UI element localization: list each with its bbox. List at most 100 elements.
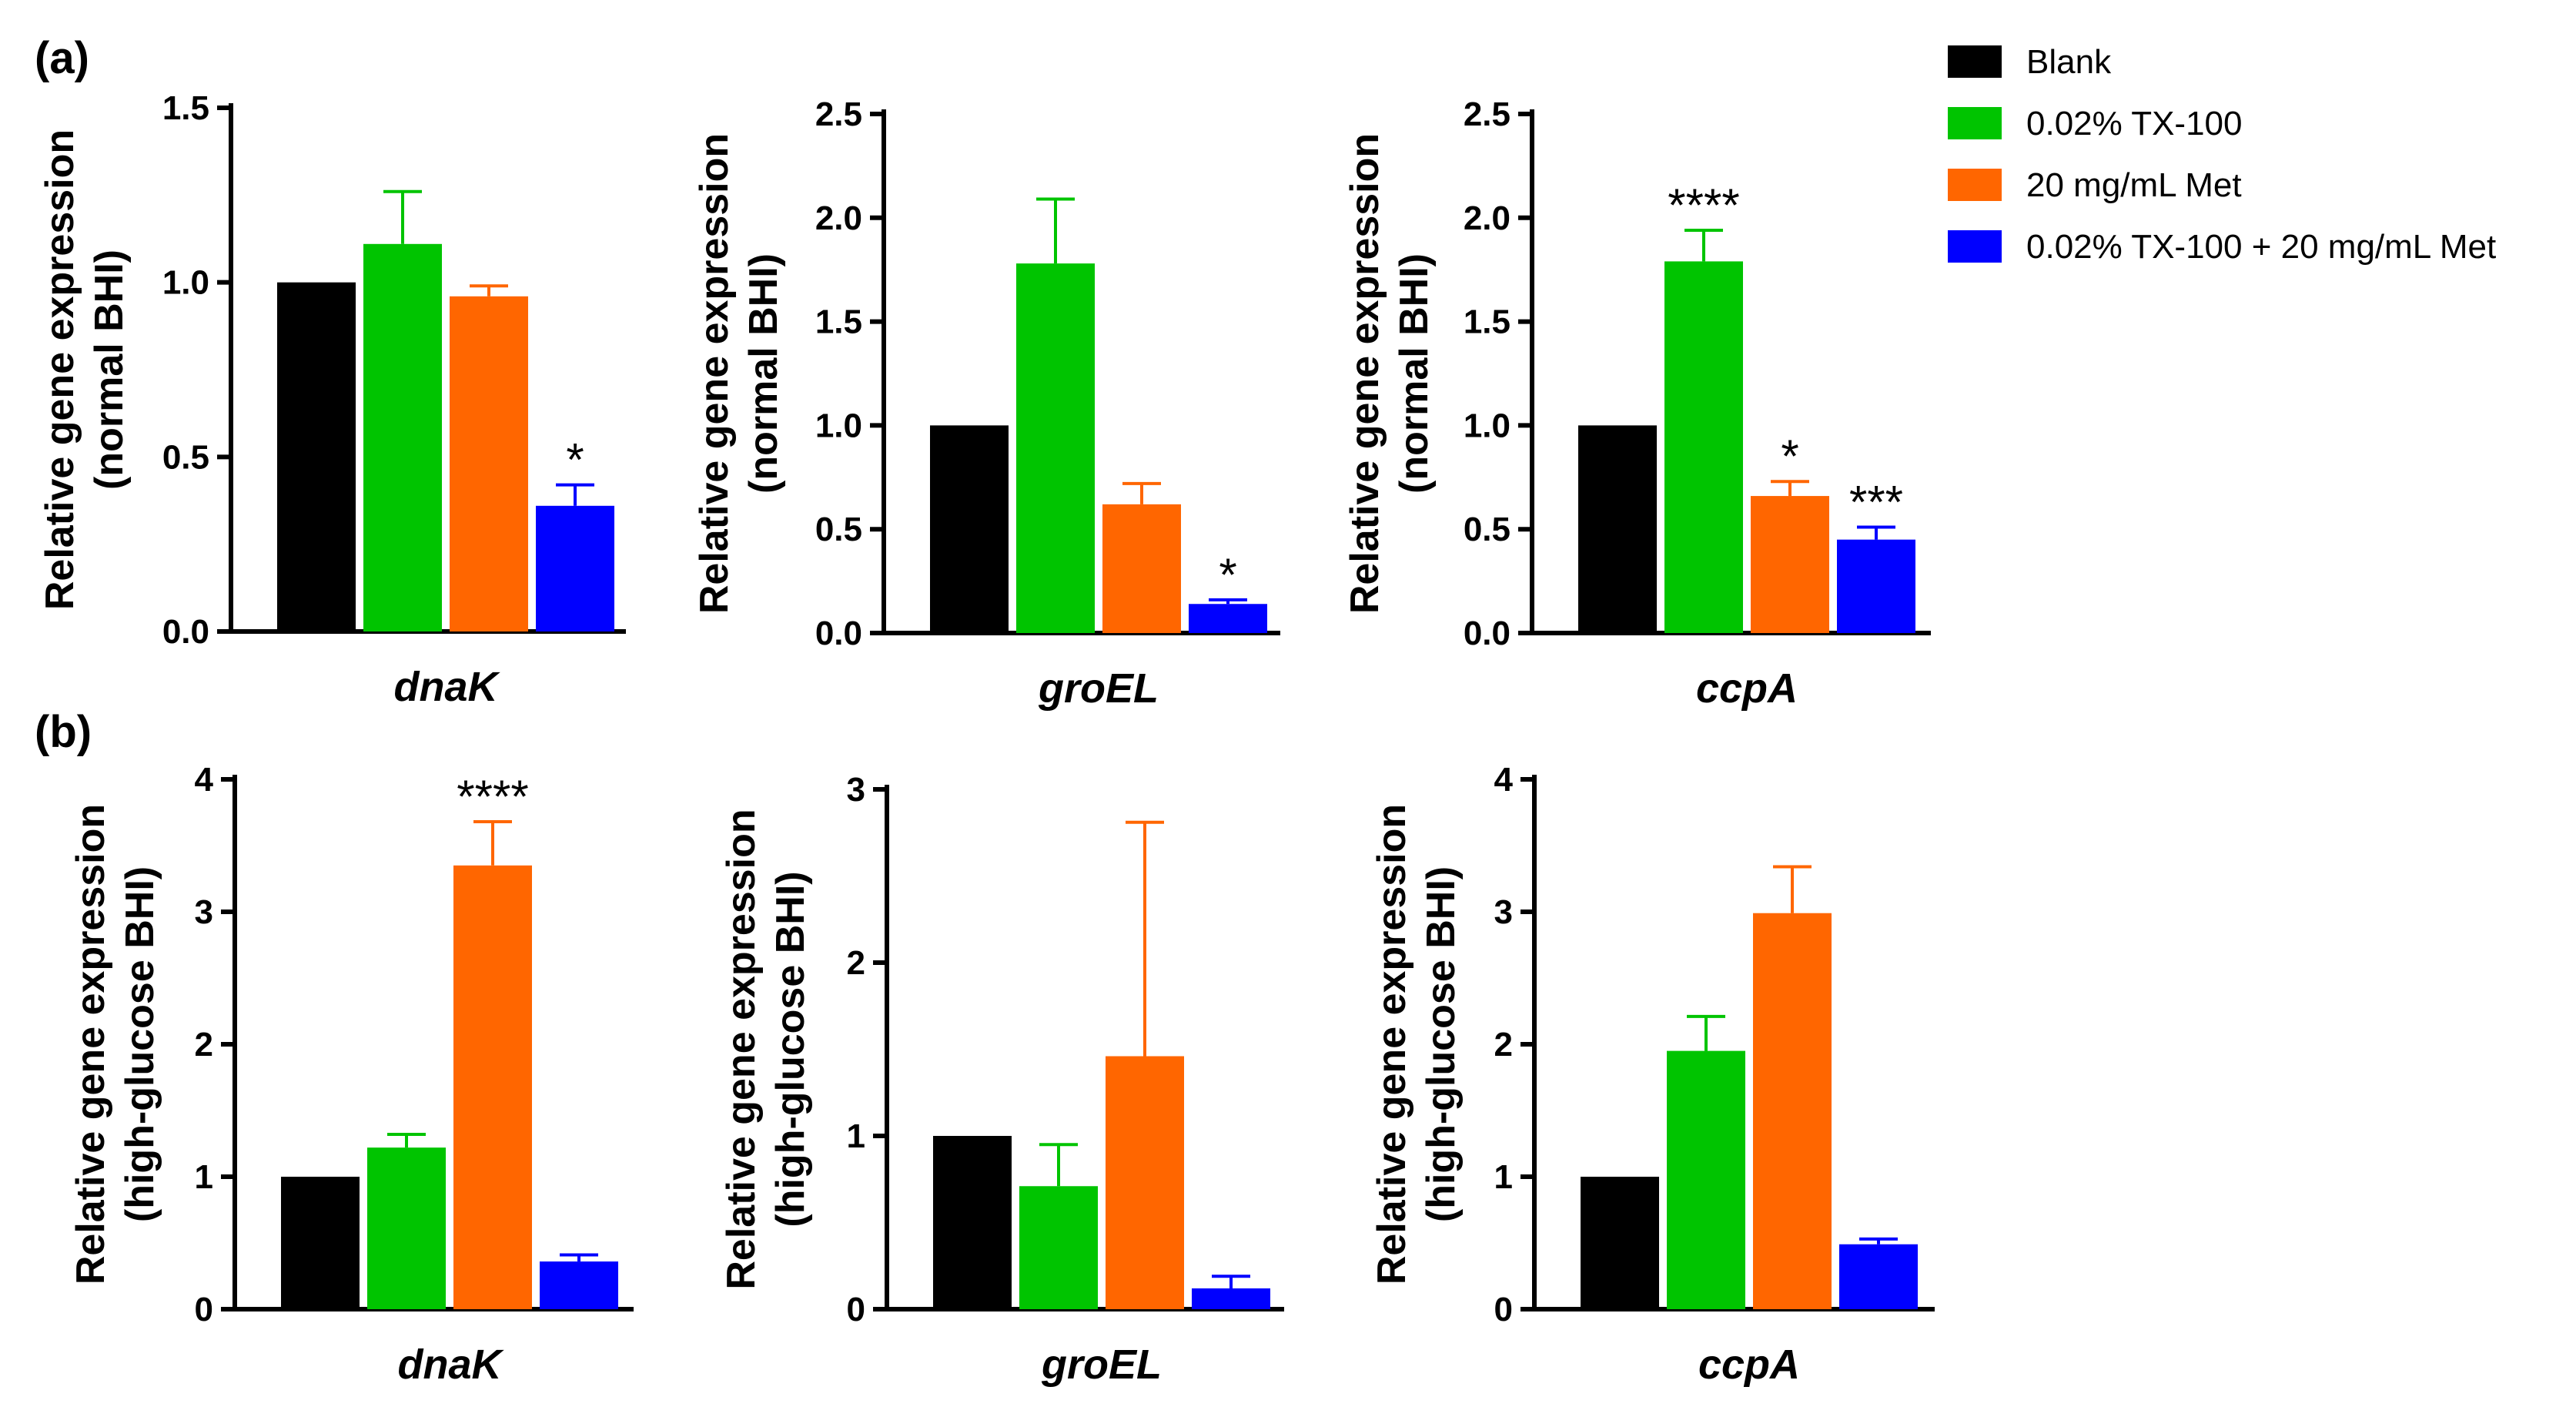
y-tick-label: 0.5 (815, 511, 862, 548)
y-axis-label: Relative gene expression (high-glucose BH… (719, 809, 813, 1289)
x-axis-label: groEL (1041, 1342, 1162, 1388)
bar (1751, 496, 1829, 633)
significance-label: *** (1849, 477, 1903, 528)
y-tick-label: 1 (847, 1117, 865, 1155)
significance-label: **** (1668, 179, 1739, 231)
y-tick-label: 2 (847, 944, 865, 982)
error-bar (1212, 1275, 1250, 1288)
y-tick-label: 1.0 (162, 264, 209, 302)
bar (536, 505, 614, 631)
bar (930, 425, 1009, 633)
panel-label-b: (b) (35, 707, 92, 757)
y-axis-label: Relative gene expression (high-glucose BH… (1370, 804, 1464, 1285)
y-tick-label: 1.5 (1464, 303, 1510, 341)
y-axis-label: Relative gene expression (high-glucose BH… (69, 804, 162, 1285)
y-axis-label-line: (normal BHI) (741, 253, 786, 494)
bar (277, 282, 356, 631)
bar (363, 243, 442, 631)
y-tick-label: 4 (195, 761, 214, 799)
error-bar (1209, 598, 1247, 605)
y-axis-label-line: (high-glucose BHI) (118, 866, 162, 1222)
bar (933, 1136, 1012, 1309)
bar (453, 865, 532, 1309)
legend-swatch (1948, 45, 2002, 78)
error-bar (1039, 1143, 1078, 1187)
y-tick-label: 0 (847, 1291, 865, 1328)
x-axis-label: ccpA (1698, 1342, 1800, 1388)
bar (1839, 1244, 1918, 1309)
legend-swatch (1948, 169, 2002, 201)
y-tick-label: 1.5 (162, 89, 209, 127)
error-bar (1773, 865, 1812, 913)
y-axis-label-line: Relative gene expression (38, 129, 82, 610)
bar (1581, 1177, 1659, 1309)
panel-label-a: (a) (35, 33, 89, 83)
x-axis-label: dnaK (394, 664, 501, 710)
chart-5: 0 1 2 3 4 Relative gene expression (high-gluco… (1370, 761, 1935, 1388)
y-axis-label-line: (normal BHI) (87, 250, 132, 490)
error-bar (560, 1253, 598, 1262)
y-tick-label: 1.5 (815, 303, 862, 341)
legend-label: Blank (2026, 43, 2112, 81)
significance-label: * (1781, 430, 1798, 482)
x-axis-label: dnaK (398, 1342, 505, 1388)
error-bar (1122, 481, 1161, 504)
chart-4: 0 1 2 3 Relative gene expression (high-glucos… (719, 771, 1284, 1388)
y-axis-label: Relative gene expression (normal BHI) (38, 129, 132, 610)
y-axis-label-line: Relative gene expression (1343, 133, 1387, 614)
y-tick-label: 3 (847, 771, 865, 809)
significance-label: * (566, 434, 584, 486)
bar (450, 296, 528, 631)
error-bar (1036, 197, 1075, 264)
error-bar (1684, 228, 1723, 262)
legend: Blank 0.02% TX-100 20 mg/mL Met 0.02% TX-10… (1948, 43, 2496, 266)
y-tick-label: 1 (195, 1158, 213, 1196)
y-axis-label-line: (high-glucose BHI) (1419, 866, 1464, 1222)
y-axis-label: Relative gene expression (normal BHI) (692, 133, 786, 614)
legend-label: 0.02% TX-100 + 20 mg/mL Met (2026, 228, 2496, 266)
error-bar (1857, 525, 1895, 540)
y-axis-label-line: Relative gene expression (69, 804, 113, 1285)
y-axis-label: Relative gene expression (normal BHI) (1343, 133, 1437, 614)
legend-item: Blank (1948, 43, 2112, 81)
bar (1664, 261, 1743, 633)
chart-1: 0.0 0.5 1.0 1.5 2.0 2.5 Relative gene expressi… (692, 95, 1280, 712)
error-bar (387, 1132, 426, 1148)
y-tick-label: 2.5 (815, 95, 862, 133)
legend-item: 0.02% TX-100 + 20 mg/mL Met (1948, 228, 2496, 266)
y-tick-label: 1.0 (1464, 407, 1510, 444)
y-tick-label: 0.0 (1464, 615, 1510, 652)
error-bar (383, 189, 422, 244)
y-tick-label: 2 (195, 1026, 213, 1064)
error-bar (470, 284, 508, 296)
y-tick-label: 0.0 (815, 615, 862, 652)
y-tick-label: 2.5 (1464, 95, 1510, 133)
legend-swatch (1948, 230, 2002, 263)
y-tick-label: 3 (1494, 893, 1513, 931)
legend-item: 0.02% TX-100 (1948, 105, 2242, 142)
bar (281, 1177, 360, 1309)
significance-label: * (1219, 549, 1236, 601)
significance-label: **** (457, 771, 528, 822)
legend-label: 0.02% TX-100 (2026, 105, 2242, 142)
y-tick-label: 0.5 (1464, 511, 1510, 548)
y-axis-label-line: Relative gene expression (719, 809, 764, 1289)
error-bar (473, 820, 512, 866)
x-axis-label: ccpA (1696, 665, 1798, 712)
error-bar (556, 483, 594, 506)
bar (367, 1147, 446, 1309)
bar (1753, 913, 1832, 1309)
y-tick-label: 1 (1494, 1158, 1513, 1196)
y-axis-label-line: Relative gene expression (692, 133, 737, 614)
bar (1016, 263, 1095, 633)
y-axis-label-line: (high-glucose BHI) (768, 871, 813, 1227)
bar (1106, 1056, 1184, 1309)
chart-0: 0.0 0.5 1.0 1.5 Relative gene expression (nor… (38, 89, 626, 710)
y-tick-label: 0 (1494, 1291, 1513, 1328)
legend-item: 20 mg/mL Met (1948, 166, 2242, 204)
y-axis-label-line: Relative gene expression (1370, 804, 1414, 1285)
x-axis-label: groEL (1038, 665, 1159, 712)
y-tick-label: 0.0 (162, 613, 209, 651)
y-tick-label: 4 (1494, 761, 1514, 799)
